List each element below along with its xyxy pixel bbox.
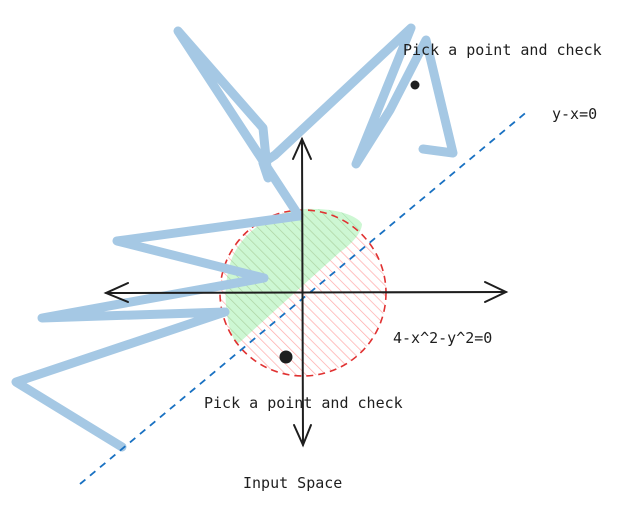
input-space-caption: Input Space <box>243 474 343 492</box>
line-y-equals-x <box>79 109 530 485</box>
pick-point-label-top: Pick a point and check <box>403 41 602 59</box>
sample-point-top <box>410 80 420 90</box>
pick-point-label-bottom: Pick a point and check <box>204 394 403 412</box>
vertical-axis <box>292 136 312 448</box>
horizontal-axis <box>103 281 509 303</box>
green-region-hatch <box>225 208 362 344</box>
scribble-stroke <box>11 23 458 452</box>
sample-point-bottom <box>279 350 293 364</box>
circle-equation-label: 4-x^2-y^2=0 <box>393 329 493 347</box>
line-equation-label: y-x=0 <box>552 105 598 123</box>
